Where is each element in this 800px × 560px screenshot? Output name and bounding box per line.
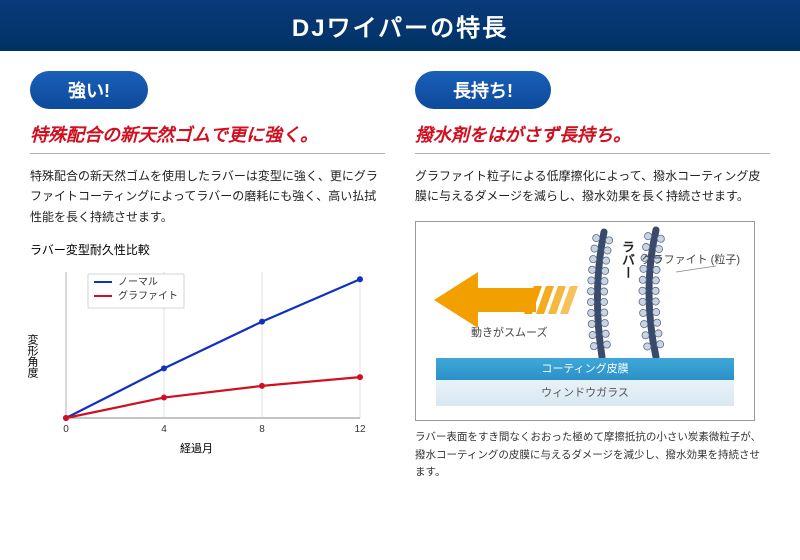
svg-text:グラファイト: グラファイト — [118, 289, 178, 302]
rubber-diagram: 動きがスムーズ ラバー グラファイト (粒子) コーティング皮膜 ウィンドウガラ… — [415, 221, 755, 421]
diagram-caption: ラバー表面をすき間なくおおった極めて摩擦抵抗の小さい炭素微粒子が、撥水コーティン… — [415, 429, 770, 483]
left-column: 強い! 特殊配合の新天然ゴムで更に強く。 特殊配合の新天然ゴムを使用したラバーは… — [30, 71, 385, 482]
rubber-label: ラバー — [618, 240, 637, 279]
body-strong: 特殊配合の新天然ゴムを使用したラバーは変型に強く、更にグラファイトコーティングに… — [30, 166, 385, 227]
pill-strong: 強い! — [30, 71, 148, 109]
chart-title: ラバー変型耐久性比較 — [30, 241, 385, 258]
smooth-label: 動きがスムーズ — [471, 324, 547, 340]
svg-text:12: 12 — [354, 424, 366, 435]
page-header: DJワイパーの特長 — [0, 0, 800, 51]
svg-text:8: 8 — [259, 424, 265, 435]
coating-layer: コーティング皮膜 — [436, 358, 734, 380]
graphite-label: グラファイト (粒子) — [642, 254, 740, 267]
header-title: DJワイパーの特長 — [292, 15, 508, 42]
svg-text:4: 4 — [161, 424, 167, 435]
body-lasting: グラファイト粒子による低摩擦化によって、撥水コーティング皮膜に与えるダメージを減… — [415, 166, 770, 207]
right-column: 長持ち! 撥水剤をはがさず長持ち。 グラファイト粒子による低摩擦化によって、撥水… — [415, 71, 770, 482]
pill-lasting: 長持ち! — [415, 71, 551, 109]
glass-layer: ウィンドウガラス — [436, 380, 734, 406]
chart-xlabel: 経過月 — [180, 440, 213, 456]
headline-lasting: 撥水剤をはがさず長持ち。 — [415, 121, 770, 154]
headline-strong: 特殊配合の新天然ゴムで更に強く。 — [30, 121, 385, 154]
main-content: 強い! 特殊配合の新天然ゴムで更に強く。 特殊配合の新天然ゴムを使用したラバーは… — [0, 51, 800, 502]
durability-chart: 04812ノーマルグラファイト 変形角度 経過月 — [30, 264, 370, 454]
chart-ylabel: 変形角度 — [24, 334, 40, 378]
svg-text:ノーマル: ノーマル — [118, 277, 158, 288]
svg-text:0: 0 — [63, 424, 69, 435]
chart-svg: 0 4 8 12 ノーマルグラファイト — [30, 264, 370, 444]
